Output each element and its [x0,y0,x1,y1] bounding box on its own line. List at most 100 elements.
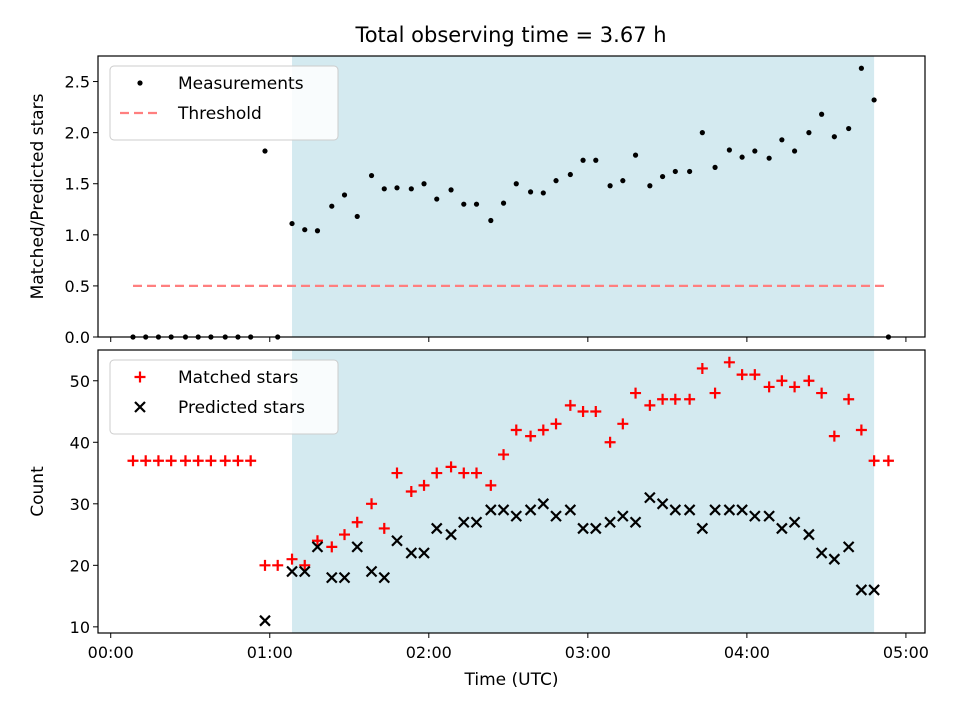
data-point [604,516,616,529]
data-point [855,584,868,596]
data-point [868,584,880,596]
y-tick-label: 1.0 [65,226,90,245]
y-tick-label: 1.5 [65,175,90,194]
data-point [647,183,653,189]
y-tick-label: 2.0 [65,124,90,143]
data-point [657,393,669,405]
data-point [617,510,629,522]
series-measurements [130,65,892,340]
data-point [430,522,443,535]
data-point [448,187,454,193]
data-point [262,148,268,154]
data-point [445,528,457,541]
data-point [485,504,497,516]
data-point [488,217,494,224]
data-point [418,479,430,491]
axes-frame [97,55,926,338]
data-point [630,387,642,399]
data-point [749,510,761,522]
data-point [816,387,828,399]
y-tick-label: 30 [70,495,90,514]
data-point [766,155,772,161]
data-point [567,171,573,178]
data-point [165,455,177,467]
data-point [607,183,613,189]
data-point [537,498,550,510]
legend-marker-swatch [134,371,146,383]
data-point [259,559,271,571]
legend-box [109,65,339,141]
data-point [683,504,696,516]
data-point [286,565,298,578]
data-point [311,535,323,547]
data-point [656,498,669,510]
data-point [498,449,510,461]
x-tick-label: 05:00 [883,643,929,662]
data-point [736,369,748,381]
data-point [553,178,559,184]
data-point [540,190,546,196]
data-point [381,186,387,192]
series-predicted-stars [259,491,880,627]
data-point [510,424,522,436]
data-point [405,547,418,559]
data-point [687,168,693,175]
data-point [577,522,589,535]
data-point [696,362,708,374]
data-point [259,614,271,627]
data-point [289,220,295,227]
data-point [354,213,360,220]
data-point [684,393,696,405]
data-point [510,510,523,522]
y-axis-label: Count [28,466,48,517]
data-point [749,369,761,381]
data-point [421,181,427,187]
data-point [842,541,855,553]
data-point [709,387,721,399]
data-point [564,399,576,411]
data-point [405,486,417,497]
data-point [752,148,758,154]
data-point [672,168,678,175]
legend-marker-swatch [134,401,146,413]
data-point [418,547,430,559]
data-point [434,196,440,202]
data-point [709,504,721,516]
data-point [140,455,152,467]
data-point [497,504,510,516]
legend-label: Threshold [177,104,262,124]
data-point [527,189,534,195]
data-point [513,181,519,187]
data-point [314,228,321,234]
y-tick-label: 10 [70,618,90,637]
y-tick-label: 0.0 [65,328,90,347]
x-tick-label: 02:00 [406,643,452,662]
data-point [326,541,338,553]
data-point [458,516,470,529]
data-point [286,553,298,565]
data-point [858,65,864,71]
data-point [339,529,351,541]
data-point [803,528,815,541]
data-point [699,130,705,136]
data-point [776,522,788,535]
data-point [696,522,709,535]
data-point [806,130,812,136]
data-point [629,516,642,529]
data-point [272,559,284,571]
data-point [723,504,736,516]
data-point [245,455,257,467]
data-point [470,516,483,529]
data-point [368,172,375,179]
x-tick-label: 04:00 [724,643,770,662]
y-tick-label: 2.5 [65,73,90,92]
data-point [550,510,562,522]
data-point [525,430,537,442]
data-point [843,393,855,405]
legend-marker-swatch [137,80,143,86]
data-point [326,571,338,584]
data-point [431,467,443,479]
x-tick-label: 00:00 [88,643,134,662]
data-point [846,125,852,132]
data-point [580,157,586,163]
